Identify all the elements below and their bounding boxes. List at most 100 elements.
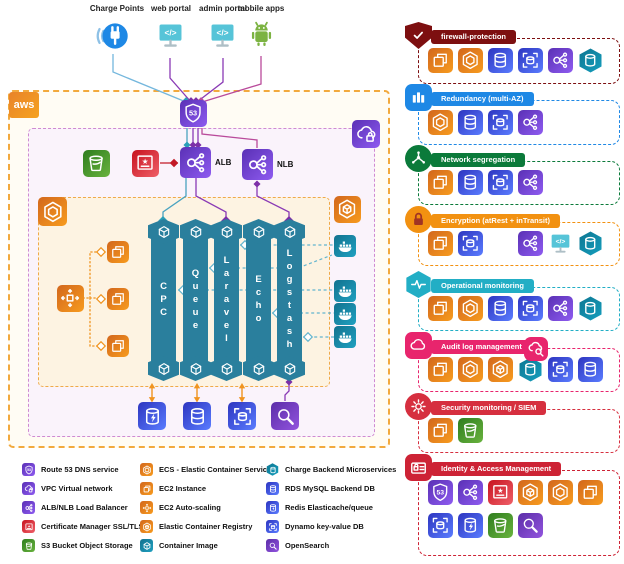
rds-mysql-icon [488, 296, 513, 321]
ecs-icon [458, 296, 483, 321]
opensearch-icon [266, 539, 279, 552]
actor-label-charge-points: Charge Points [89, 4, 145, 13]
group-icons-row2 [428, 513, 543, 538]
gap-icon [488, 231, 513, 256]
dynamo-db-icon [428, 513, 453, 538]
alb-label: ALB [215, 158, 232, 167]
ecs-icon [38, 197, 67, 226]
load-balancer-icon [22, 501, 35, 514]
certificate-manager-icon [22, 520, 35, 533]
container-image-icon [334, 280, 356, 302]
dynamo-db-icon [488, 110, 513, 135]
group-icons [428, 418, 483, 443]
group-identity-access-management: Identity & Access Management [402, 454, 624, 557]
legend-item: ECS - Elastic Container Service [140, 463, 271, 476]
ecs-icon [548, 480, 573, 505]
load-balancer-icon [518, 231, 543, 256]
dynamo-db-icon [518, 48, 543, 73]
group-icons [428, 357, 603, 382]
nlb-label: NLB [277, 160, 294, 169]
ecs-icon [458, 48, 483, 73]
group-icons [428, 110, 543, 135]
gear-icon [405, 393, 432, 420]
service-bar-laravel: Laravel [211, 219, 242, 381]
service-bar-cpc: CPC [148, 219, 179, 381]
mobile-apps-icon [246, 18, 277, 49]
cloud-icon [405, 332, 432, 359]
aws-logo: aws [9, 92, 39, 118]
container-image-icon [334, 326, 356, 348]
ec2-instance-icon [107, 288, 129, 310]
ec2-instance-icon [140, 482, 153, 495]
container-image-icon [243, 219, 274, 244]
group-audit-log-management: Audit log management [402, 332, 624, 394]
group-title: Security monitoring / SIEM [431, 401, 547, 415]
s3-bucket-icon [83, 150, 110, 177]
iam-lock-icon [405, 454, 432, 481]
web-portal-icon [155, 20, 186, 51]
service-bar-label: Queue [190, 267, 201, 333]
s3-bucket-icon [488, 513, 513, 538]
legend-item: VPC Virtual network [22, 482, 113, 495]
route53-icon [22, 463, 35, 476]
legend-item: Dynamo key-value DB [266, 520, 364, 533]
group-security-monitoring-siem: Security monitoring / SIEM [402, 393, 624, 454]
ec2-instance-icon [428, 296, 453, 321]
rds-mysql-icon [266, 482, 279, 495]
ec2-instance-icon [107, 335, 129, 357]
ecr-icon [488, 357, 513, 382]
legend-item: Charge Backend Microservices [266, 463, 396, 476]
s3-bucket-icon [22, 539, 35, 552]
legend-item: S3 Bucket Object Storage [22, 539, 133, 552]
ecs-icon [458, 357, 483, 382]
actor-label-admin-portal: admin portal [198, 4, 248, 13]
group-title: Redundancy (multi-AZ) [431, 92, 534, 106]
load-balancer-icon [548, 296, 573, 321]
actor-label-web-portal: web portal [150, 4, 192, 13]
rds-mysql-icon [458, 170, 483, 195]
ec2-instance-icon [107, 241, 129, 263]
dynamo-db-icon [266, 520, 279, 533]
opensearch-icon [518, 513, 543, 538]
load-balancer-icon [518, 170, 543, 195]
multi-az-icon [405, 84, 432, 111]
cloud-search-icon [524, 337, 548, 361]
group-icons [428, 296, 603, 321]
legend-item: Container Image [140, 539, 218, 552]
service-bar-queue: Queue [180, 219, 211, 381]
group-icons [428, 48, 603, 73]
group-title: firewall-protection [431, 30, 517, 44]
service-bar-label: Laravel [221, 254, 232, 346]
group-title: Audit log management [431, 340, 532, 354]
ec2-instance-icon [428, 170, 453, 195]
legend-item: ALB/NLB Load Balancer [22, 501, 128, 514]
container-image-icon [140, 539, 153, 552]
service-bar-label: CPC [158, 280, 169, 320]
certificate-manager-icon [488, 480, 513, 505]
load-balancer-icon [458, 480, 483, 505]
rds-mysql-icon [578, 357, 603, 382]
admin-portal-icon [207, 20, 238, 51]
ecr-icon [518, 480, 543, 505]
load-balancer-icon [518, 110, 543, 135]
s3-bucket-icon [458, 418, 483, 443]
container-image-icon [180, 219, 211, 244]
group-title: Operational monitoring [431, 279, 534, 293]
group-network-segregation: Network segregation [402, 145, 624, 206]
microservices-icon [579, 48, 602, 73]
legend-item: OpenSearch [266, 539, 329, 552]
dynamo-db-icon [228, 402, 256, 430]
group-operational-monitoring: Operational monitoring [402, 271, 624, 333]
ec2-instance-icon [428, 357, 453, 382]
actor-label-mobile-apps: mobile apps [237, 4, 285, 13]
group-title: Network segregation [431, 153, 526, 167]
legend-item: Elastic Container Registry [140, 520, 252, 533]
rds-mysql-icon [183, 402, 211, 430]
service-bar-logstash: Logstash [274, 219, 305, 381]
ec2-instance-icon [428, 48, 453, 73]
padlock-icon [405, 206, 432, 233]
group-firewall-protection: firewall-protection [402, 22, 624, 88]
legend-item: EC2 Instance [140, 482, 206, 495]
legend-item: Redis Elasticache/queue [266, 501, 373, 514]
